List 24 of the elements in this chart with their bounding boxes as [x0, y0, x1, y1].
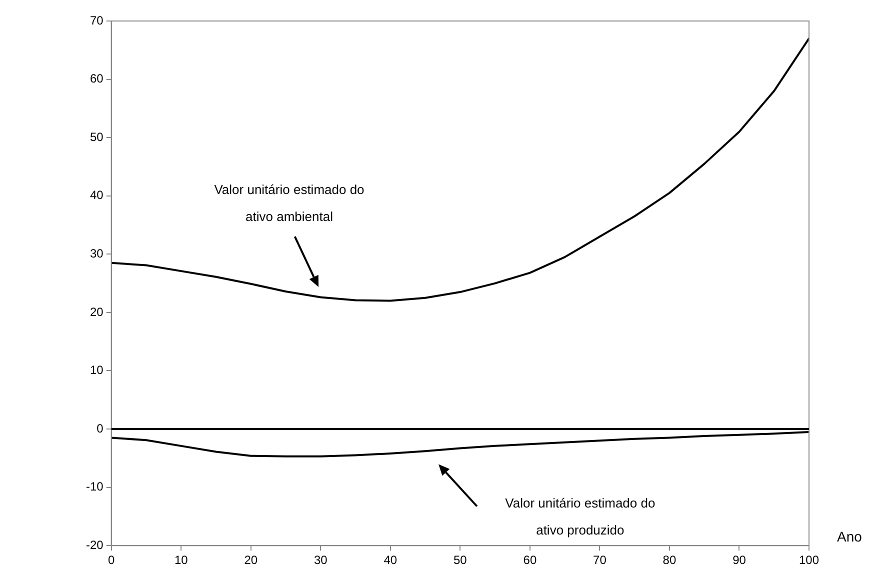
- y-tick-label: 0: [96, 421, 104, 436]
- y-tick-label: 50: [90, 130, 104, 144]
- x-tick-label: 20: [244, 553, 258, 568]
- x-tick-label: 90: [732, 553, 746, 568]
- y-tick-label: 20: [90, 304, 104, 319]
- x-tick-label: 60: [523, 553, 537, 568]
- x-axis-title: Ano: [837, 528, 862, 544]
- x-tick-label: 50: [453, 553, 468, 568]
- y-tick-label: 70: [90, 13, 104, 28]
- x-tick-label: 30: [314, 553, 328, 568]
- y-tick-label: -20: [86, 538, 104, 552]
- y-tick-label: 40: [90, 188, 104, 202]
- x-tick-label: 40: [384, 553, 398, 568]
- y-tick-label: 60: [90, 72, 104, 86]
- annotation: Valor unitário estimado do ativo produzido: [505, 495, 656, 538]
- y-tick-label: 30: [90, 246, 104, 260]
- x-tick-label: 0: [108, 553, 115, 568]
- x-tick-label: 80: [662, 553, 676, 568]
- x-tick-label: 70: [593, 553, 607, 568]
- x-tick-label: 10: [174, 553, 188, 568]
- x-tick-label: 100: [798, 553, 820, 568]
- annotation: Valor unitário estimado do ativo ambiental: [214, 182, 364, 224]
- y-tick-label: 10: [90, 363, 104, 378]
- y-tick-label: -10: [86, 480, 104, 494]
